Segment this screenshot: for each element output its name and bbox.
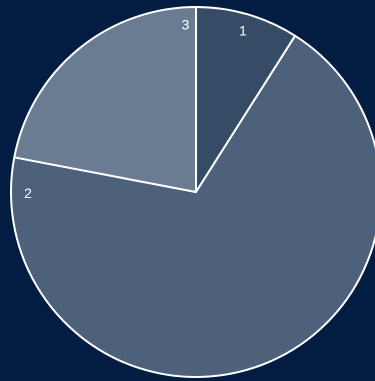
pie-slice-3 — [13, 6, 197, 193]
pie-slices — [10, 6, 375, 378]
pie-slice-2 — [10, 34, 375, 378]
pie-labels: 1 2 3 — [24, 16, 247, 201]
pie-label-2: 2 — [24, 185, 32, 201]
pie-label-3: 3 — [182, 16, 190, 32]
pie-label-1: 1 — [239, 23, 247, 39]
pie-slice-1 — [195, 6, 297, 193]
